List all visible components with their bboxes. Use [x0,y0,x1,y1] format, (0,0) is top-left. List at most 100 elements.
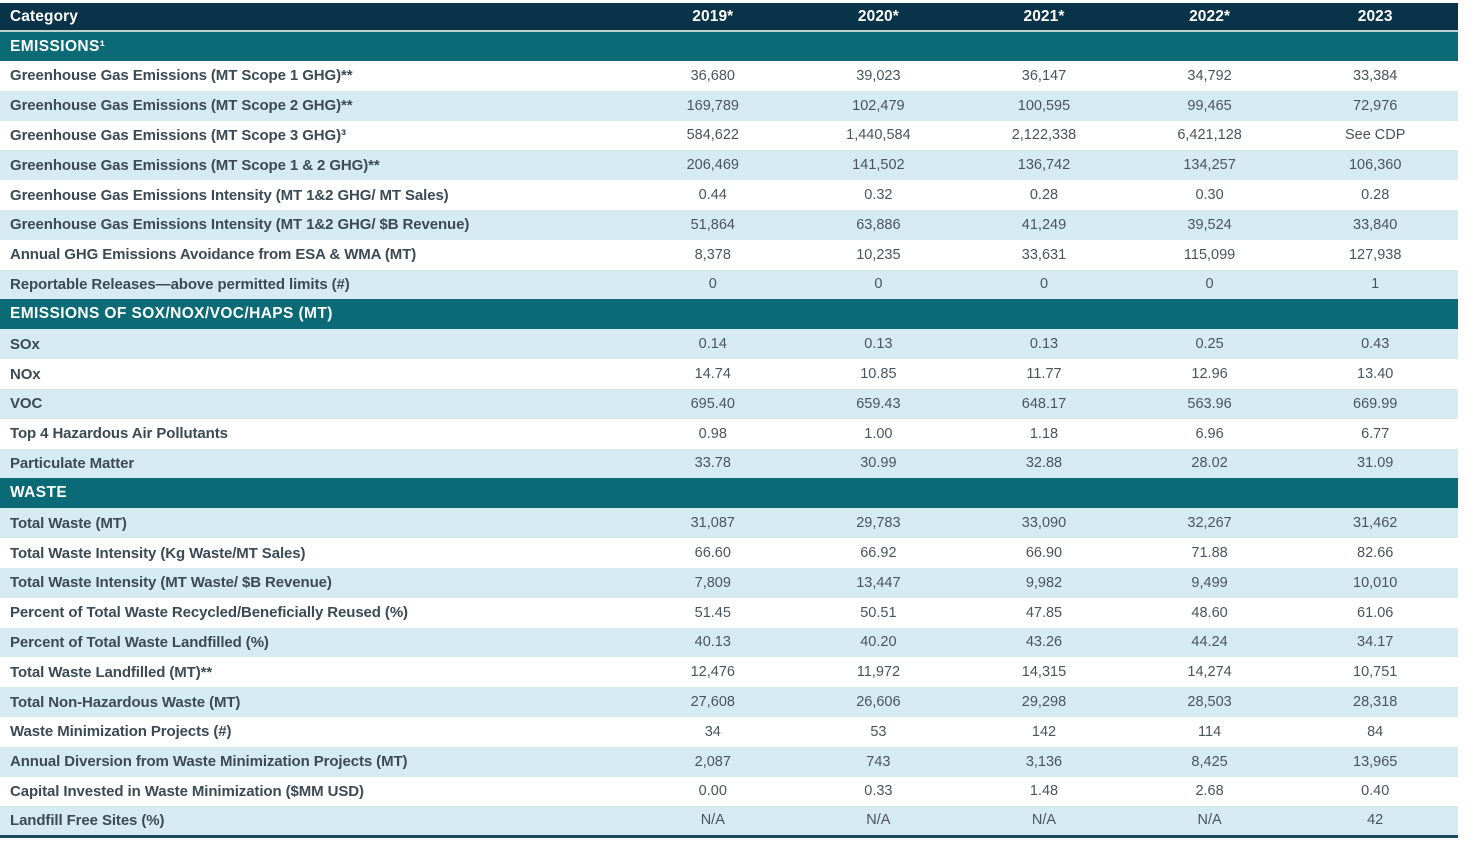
metric-value-2021: 29,298 [1021,694,1067,711]
metric-label: Greenhouse Gas Emissions Intensity (MT 1… [10,186,449,204]
metric-row: SOx 0.14 0.13 0.13 0.25 0.43 [0,329,1458,360]
metric-value-2019: 0.98 [698,425,727,442]
metric-value-2023: 82.66 [1357,545,1394,562]
metric-value-2022: 0 [1205,276,1214,293]
metric-value-2021: 33,090 [1021,515,1067,532]
metric-value-2023: 34.17 [1357,634,1394,651]
metric-value-2023: 10,751 [1353,664,1398,681]
metric-value-2023: 0.40 [1361,783,1390,800]
metric-value-2020: 1.00 [864,425,893,442]
metric-label: Top 4 Hazardous Air Pollutants [10,425,228,443]
metric-value-2020: 26,606 [856,694,901,711]
metric-value-2020: 1,440,584 [846,127,911,144]
metric-label: Landfill Free Sites (%) [10,811,165,829]
metric-value-2021: 9,982 [1025,574,1063,591]
metric-value-2020: 0.32 [864,187,893,204]
metric-label: SOx [10,335,40,353]
metric-value-2022: 6,421,128 [1177,127,1242,144]
metric-value-2022: 2.68 [1195,783,1224,800]
metric-row: Greenhouse Gas Emissions Intensity (MT 1… [0,180,1458,210]
metric-row: VOC 695.40 659.43 648.17 563.96 669.99 [0,388,1458,419]
metric-value-2019: 33.78 [694,455,731,472]
metric-row: NOx 14.74 10.85 11.77 12.96 13.40 [0,359,1458,389]
metric-value-2022: 0.25 [1195,336,1224,353]
section-header-row: EMISSIONS¹ [0,31,1458,61]
metric-value-2019: 0 [708,276,717,293]
metric-value-2023: 42 [1367,812,1384,829]
metric-value-2022: 28,503 [1187,694,1232,711]
metric-value-2019: 695.40 [690,395,735,412]
metric-value-2020: 13,447 [856,574,901,591]
metric-value-2022: N/A [1197,812,1222,829]
metric-value-2021: 0.28 [1029,187,1059,204]
metric-value-2022: 114 [1198,723,1222,740]
metric-value-2021: 33,631 [1021,246,1067,263]
metric-value-2020: N/A [866,812,891,829]
metric-value-2021: 36,147 [1021,67,1067,84]
metric-value-2019: 51.45 [694,604,731,621]
metric-value-2023: 0.43 [1361,336,1390,353]
metric-value-2021: 136,742 [1017,157,1071,174]
section-title: EMISSIONS OF SOX/NOX/VOC/HAPS (MT) [10,305,333,323]
metric-value-2022: 134,257 [1183,157,1236,174]
column-header-2020: 2020* [795,3,962,32]
metric-value-2019: 7,809 [694,574,731,591]
section-title: WASTE [10,484,68,502]
metric-label: VOC [10,395,43,413]
column-header-row: Category 2019* 2020* 2021* 2022* 2023 [0,3,1458,32]
metric-row: Particulate Matter 33.78 30.99 32.88 28.02 31… [0,448,1458,479]
metric-label: Percent of Total Waste Recycled/Benefici… [10,604,408,622]
metric-row: Total Waste Intensity (Kg Waste/MT Sales… [0,538,1458,568]
metric-label: Greenhouse Gas Emissions (MT Scope 2 GHG… [10,97,353,115]
metric-label: Annual GHG Emissions Avoidance from ESA … [10,246,417,264]
metric-value-2023: 127,938 [1348,246,1402,263]
metric-value-2019: 34 [704,723,721,740]
metric-value-2023: 13,965 [1353,753,1398,770]
metric-value-2020: 141,502 [852,157,905,174]
metric-value-2020: 50.51 [860,604,897,621]
metric-label: Reportable Releases—above permitted limi… [10,275,350,293]
metric-value-2023: 0.28 [1361,187,1390,204]
metric-value-2019: 2,087 [694,753,731,770]
metric-value-2021: 100,595 [1017,97,1071,114]
metric-value-2021: 1.18 [1029,425,1059,442]
column-header-2022: 2022* [1126,3,1293,32]
column-header-2019: 2019* [630,3,796,32]
metric-value-2020: 30.99 [860,455,897,472]
metric-value-2020: 63,886 [856,216,901,233]
metric-value-2022: 14,274 [1187,664,1232,681]
metric-value-2021: 66.90 [1025,545,1063,562]
metric-value-2019: 206,469 [686,157,739,174]
metric-row: Greenhouse Gas Emissions Intensity (MT 1… [0,209,1458,240]
metric-value-2020: 10,235 [856,246,901,263]
metric-value-2020: 10.85 [860,366,897,383]
metric-value-2022: 28.02 [1191,455,1228,472]
section-header-row: WASTE [0,478,1458,509]
metric-value-2020: 39,023 [856,67,901,84]
metric-value-2022: 9,499 [1191,574,1228,591]
column-header-2023: 2023 [1292,3,1458,32]
table-body: EMISSIONS¹ Greenhouse Gas Emissions (MT S… [0,31,1458,837]
metric-value-2020: 743 [866,753,891,770]
metric-row: Reportable Releases—above permitted limi… [0,269,1458,300]
metric-value-2023: 106,360 [1348,157,1402,174]
metric-value-2022: 32,267 [1187,515,1232,532]
metric-label: Total Non-Hazardous Waste (MT) [10,693,241,711]
metric-value-2021: 43.26 [1025,634,1063,651]
column-header-category: Category [0,3,630,32]
metric-row: Greenhouse Gas Emissions (MT Scope 1 & 2… [0,150,1458,181]
metric-value-2022: 48.60 [1191,604,1228,621]
metric-row: Annual Diversion from Waste Minimization… [0,746,1458,777]
metric-value-2022: 71.88 [1191,545,1228,562]
metric-value-2021: 2,122,338 [1011,127,1077,144]
metric-label: Capital Invested in Waste Minimization (… [10,782,364,800]
metric-value-2022: 6.96 [1195,425,1224,442]
metric-label: Greenhouse Gas Emissions (MT Scope 1 GHG… [10,67,353,85]
metric-row: Greenhouse Gas Emissions (MT Scope 2 GHG… [0,90,1458,121]
metric-value-2020: 0 [874,276,883,293]
section-title: EMISSIONS¹ [10,37,106,55]
metric-value-2020: 0.13 [864,336,893,353]
metric-value-2019: 8,378 [694,246,731,263]
metric-value-2019: 27,608 [690,694,735,711]
metric-value-2019: 0.00 [698,783,727,800]
